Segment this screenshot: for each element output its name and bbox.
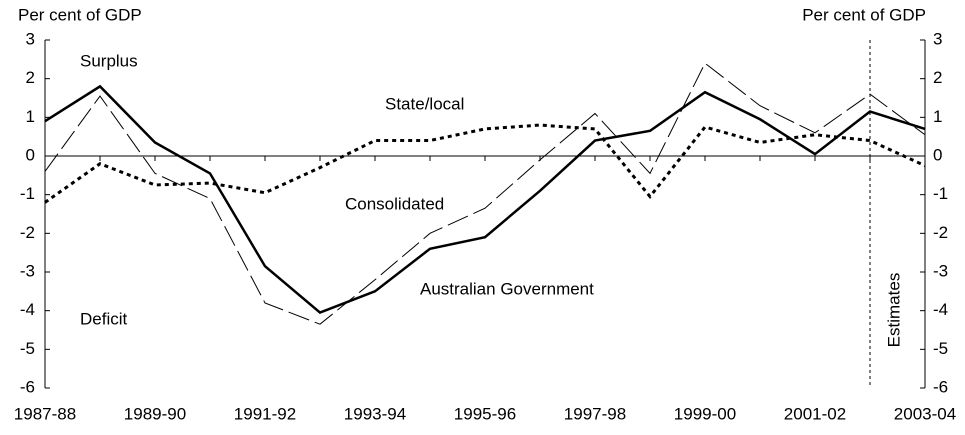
y-tick-label: 2 (26, 68, 35, 87)
x-tick-label: 2003-04 (894, 404, 956, 423)
x-tick-label: 2001-02 (784, 404, 846, 423)
y2-tick-label: 0 (933, 145, 942, 164)
annotation: Deficit (80, 309, 128, 328)
series-line (44, 84, 926, 315)
annotation: Estimates (884, 273, 903, 348)
y-tick-label: -2 (20, 223, 35, 242)
y2-tick-label: 2 (933, 68, 942, 87)
series-line (44, 62, 926, 325)
y2-tick-label: -4 (933, 300, 948, 319)
y2-tick-label: 1 (933, 107, 942, 126)
x-tick-label: 1993-94 (344, 404, 406, 423)
y-tick-label: 3 (26, 29, 35, 48)
y2-tick-label: 3 (933, 29, 942, 48)
x-tick-label: 1987-88 (14, 404, 76, 423)
y2-tick-label: -6 (933, 377, 948, 396)
y2-tick-label: -3 (933, 261, 948, 280)
y-tick-label: -4 (20, 300, 35, 319)
y2-tick-label: -5 (933, 339, 948, 358)
series-label: State/local (385, 94, 464, 113)
y-tick-label: 0 (26, 145, 35, 164)
y-tick-label: -1 (20, 184, 35, 203)
x-tick-label: 1991-92 (234, 404, 296, 423)
x-tick-label: 1999-00 (674, 404, 736, 423)
series-label: Consolidated (345, 194, 444, 213)
y2-axis-label: Per cent of GDP (802, 5, 926, 24)
annotation: Surplus (80, 51, 138, 70)
x-tick-label: 1989-90 (124, 404, 186, 423)
x-tick-label: 1997-98 (564, 404, 626, 423)
y-tick-label: -3 (20, 261, 35, 280)
y2-tick-label: -1 (933, 184, 948, 203)
x-tick-label: 1995-96 (454, 404, 516, 423)
y-tick-label: -6 (20, 377, 35, 396)
y-tick-label: -5 (20, 339, 35, 358)
y2-tick-label: -2 (933, 223, 948, 242)
y-tick-label: 1 (26, 107, 35, 126)
series-label: Australian Government (420, 279, 594, 298)
y-axis-label: Per cent of GDP (18, 5, 142, 24)
series-line (44, 123, 926, 204)
